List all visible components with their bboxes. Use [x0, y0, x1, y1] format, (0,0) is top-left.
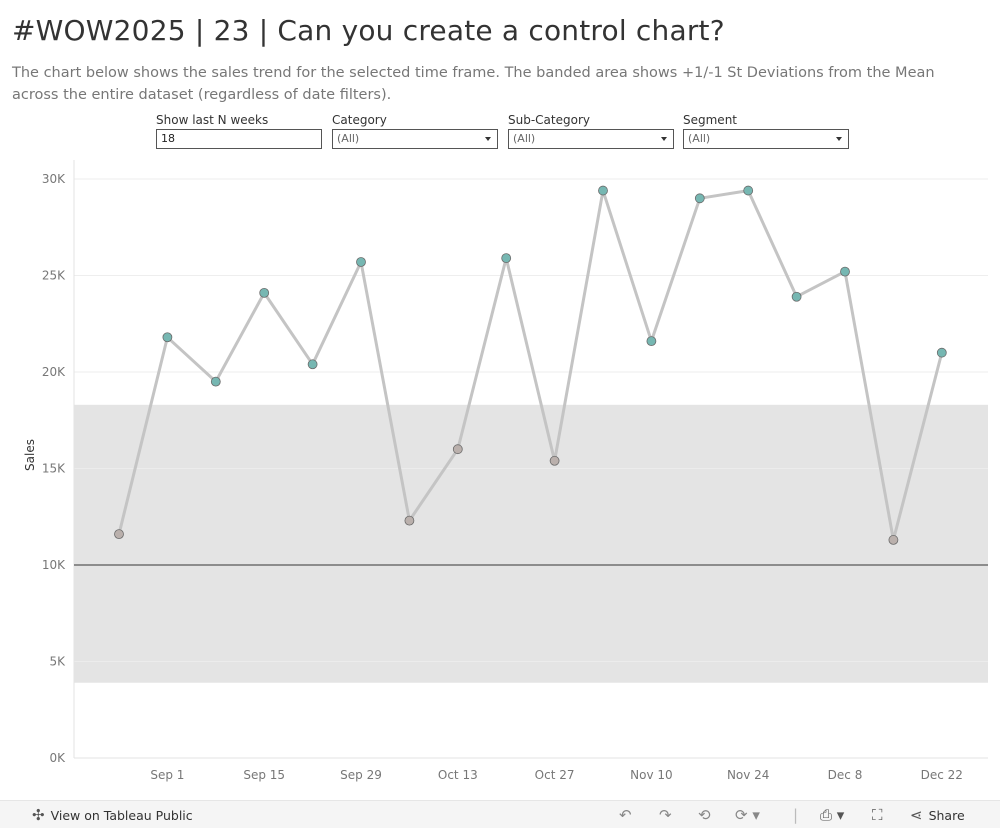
y-tick-label: 10K — [42, 558, 66, 572]
x-tick-label: Nov 24 — [727, 768, 770, 782]
data-point — [404, 515, 415, 526]
data-point — [259, 287, 270, 298]
tableau-toolbar: ✣ View on Tableau Public ↶ ↷ ⟲ ⟳ ▾ | ⎙ ▾… — [0, 800, 1000, 828]
filter-subcategory: Sub-Category (All) — [508, 113, 674, 149]
filter-segment: Segment (All) — [683, 113, 849, 149]
filter-segment-label: Segment — [683, 113, 737, 127]
data-point — [210, 376, 221, 387]
y-tick-label: 15K — [42, 462, 66, 476]
view-public-label: View on Tableau Public — [50, 807, 193, 823]
redo-icon: ↷ — [659, 806, 672, 824]
x-tick-label: Nov 10 — [630, 768, 673, 782]
download-button[interactable]: ⎙ ▾ — [820, 806, 844, 824]
data-point — [114, 529, 124, 540]
x-tick-label: Dec 22 — [921, 768, 963, 782]
y-tick-label: 25K — [42, 269, 66, 283]
data-point — [356, 257, 366, 267]
x-tick-label: Sep 15 — [243, 768, 285, 782]
y-tick-label: 5K — [49, 655, 66, 669]
data-point — [791, 291, 802, 302]
share-label: Share — [928, 807, 965, 823]
undo-icon: ↶ — [619, 806, 632, 824]
page-title: #WOW2025 | 23 | Can you create a control… — [12, 14, 725, 47]
refresh-icon: ⟳ ▾ — [735, 806, 760, 824]
x-tick-label: Dec 8 — [828, 768, 863, 782]
data-point — [452, 444, 463, 455]
x-tick-label: Sep 29 — [340, 768, 382, 782]
std-dev-band — [74, 404, 988, 683]
filter-category-label: Category — [332, 113, 387, 127]
chevron-down-icon — [836, 137, 842, 141]
x-tick-label: Oct 13 — [438, 768, 478, 782]
subcategory-dropdown[interactable]: (All) — [508, 129, 674, 149]
weeks-input[interactable]: 18 — [156, 129, 322, 149]
category-value: (All) — [337, 132, 360, 145]
tableau-logo-icon: ✣ — [32, 806, 45, 824]
chevron-down-icon — [661, 137, 667, 141]
data-point — [840, 266, 850, 277]
toolbar-divider: | — [793, 806, 799, 824]
control-chart: 0K 5K 10K 15K 20K 25K 30K Sep 1 Sep 15 Sep 29 Oct … — [23, 160, 988, 782]
data-point — [743, 185, 754, 196]
redo-button[interactable]: ↷ — [659, 806, 672, 824]
y-tick-label: 20K — [42, 365, 66, 379]
category-dropdown[interactable]: (All) — [332, 129, 498, 149]
share-button[interactable]: ⋖ Share — [910, 806, 965, 824]
view-on-tableau-public-link[interactable]: ✣ View on Tableau Public — [32, 806, 193, 824]
data-point — [549, 455, 560, 466]
y-tick-label: 30K — [42, 172, 66, 186]
fullscreen-icon: ⛶ — [872, 806, 883, 824]
filter-weeks: Show last N weeks 18 — [156, 113, 322, 149]
chevron-down-icon — [485, 137, 491, 141]
share-icon: ⋖ — [910, 806, 923, 824]
y-tick-label: 0K — [49, 751, 66, 765]
data-point — [888, 535, 899, 545]
segment-dropdown[interactable]: (All) — [683, 129, 849, 149]
undo-button[interactable]: ↶ — [619, 806, 632, 824]
segment-value: (All) — [688, 132, 711, 145]
revert-button[interactable]: ⟲ — [698, 806, 711, 824]
fullscreen-button[interactable]: ⛶ — [872, 806, 883, 824]
filter-category: Category (All) — [332, 113, 498, 149]
revert-icon: ⟲ — [698, 806, 711, 824]
download-icon: ⎙ ▾ — [820, 806, 845, 824]
data-point — [162, 332, 173, 343]
data-point — [501, 253, 512, 264]
data-point — [646, 336, 657, 347]
refresh-button[interactable]: ⟳ ▾ — [735, 806, 760, 824]
data-point — [598, 185, 608, 196]
x-tick-label: Sep 1 — [150, 768, 184, 782]
page-subtitle: The chart below shows the sales trend fo… — [12, 65, 935, 103]
sales-line — [117, 189, 944, 542]
data-point — [936, 347, 947, 358]
filter-subcategory-label: Sub-Category — [508, 113, 590, 127]
filter-weeks-label: Show last N weeks — [156, 113, 269, 127]
subcategory-value: (All) — [513, 132, 536, 145]
x-tick-label: Oct 27 — [535, 768, 575, 782]
data-point — [694, 193, 705, 204]
y-axis-title: Sales — [23, 439, 37, 471]
data-point — [307, 359, 318, 370]
